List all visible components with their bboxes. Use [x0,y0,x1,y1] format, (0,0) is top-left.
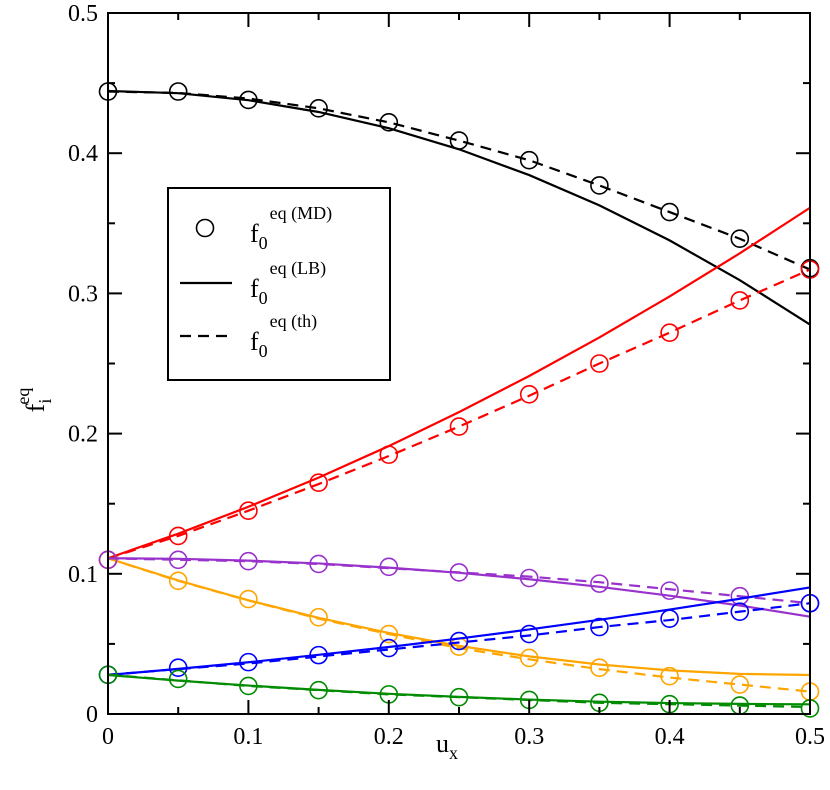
legend-label: f0eq (MD) [250,203,332,253]
y-tick-label: 0.1 [68,562,98,588]
svg-text:fieq: fieq [13,388,55,413]
md-point-0-1 [168,82,188,101]
md-point-2-8 [660,666,679,686]
md-point-4-7 [590,617,609,637]
md-point-4-5 [449,631,469,651]
md-point-0-7 [590,176,609,195]
x-tick-label: 0.2 [374,724,404,750]
x-tick-label: 0.4 [655,724,685,750]
series-th-3 [107,557,811,605]
md-point-3-5 [449,563,469,582]
md-point-2-3 [309,607,328,627]
md-point-0-8 [660,202,679,222]
md-point-0-5 [449,131,469,150]
axis-ticks: 0 0.1 0.2 0.3 0.4 0.5 0 0.1 0.2 0.3 0.4 0.5 [68,1,825,750]
md-point-0-6 [519,150,539,170]
md-point-4-2 [239,652,258,672]
series-lb-5 [107,673,811,706]
md-point-1-3 [309,473,328,492]
md-point-5-2 [239,676,258,696]
md-point-5-3 [309,680,328,700]
md-point-2-7 [590,658,609,678]
md-point-4-3 [309,645,328,665]
legend-label: f0eq (LB) [250,258,326,308]
md-point-1-5 [449,417,469,436]
md-point-4-8 [660,609,679,628]
md-point-3-4 [379,557,399,577]
y-tick-label: 0 [86,702,98,728]
md-point-3-3 [309,554,328,574]
series-th-5 [107,673,811,709]
md-point-2-1 [168,571,188,591]
legend: f0eq (MD)f0eq (LB)f0eq (th) [167,187,391,381]
y-tick-label: 0.4 [68,141,98,167]
x-tick-label: 0.5 [795,724,825,750]
md-point-4-6 [519,624,539,644]
md-point-3-1 [168,550,188,570]
md-point-1-9 [730,291,750,310]
md-point-5-1 [168,669,188,689]
series-th-0 [107,90,811,271]
x-tick-label: 0.1 [233,724,263,750]
y-tick-label: 0.3 [68,281,98,307]
series-lb-3 [107,557,811,618]
series-lb-2 [107,557,811,677]
md-point-1-2 [239,501,258,521]
y-axis-label: fieq [13,388,55,413]
legend-marker-circle [195,218,215,238]
md-point-1-4 [379,445,399,464]
md-point-0-3 [309,99,328,118]
md-point-0-4 [379,113,399,132]
md-point-4-1 [168,658,188,678]
md-point-1-6 [519,385,539,404]
series-th-1 [107,268,811,560]
md-point-1-7 [590,354,609,373]
md-point-1-1 [168,526,188,546]
plot-area [98,82,820,718]
md-point-2-9 [730,675,750,694]
md-point-3-6 [519,568,539,588]
series-lb-1 [107,206,811,560]
y-tick-label: 0.5 [68,1,98,27]
md-point-4-9 [730,602,750,621]
md-point-2-2 [239,589,258,609]
md-point-3-9 [730,586,750,606]
x-tick-label: 0.3 [514,724,544,750]
series-th-4 [107,602,811,676]
md-point-1-8 [660,323,679,342]
series-th-2 [107,557,811,693]
md-point-2-6 [519,648,539,668]
md-point-5-5 [449,687,469,707]
md-point-0-9 [730,229,750,249]
md-point-0-2 [239,90,258,110]
md-point-2-4 [379,624,399,644]
md-point-3-7 [590,574,609,593]
y-tick-label: 0.2 [68,422,98,448]
md-point-4-4 [379,638,399,658]
legend-label: f0eq (th) [250,311,317,361]
x-axis-label: ux [436,729,458,763]
md-point-3-2 [239,551,258,571]
x-tick-label: 0 [102,724,114,750]
md-point-3-8 [660,581,679,600]
